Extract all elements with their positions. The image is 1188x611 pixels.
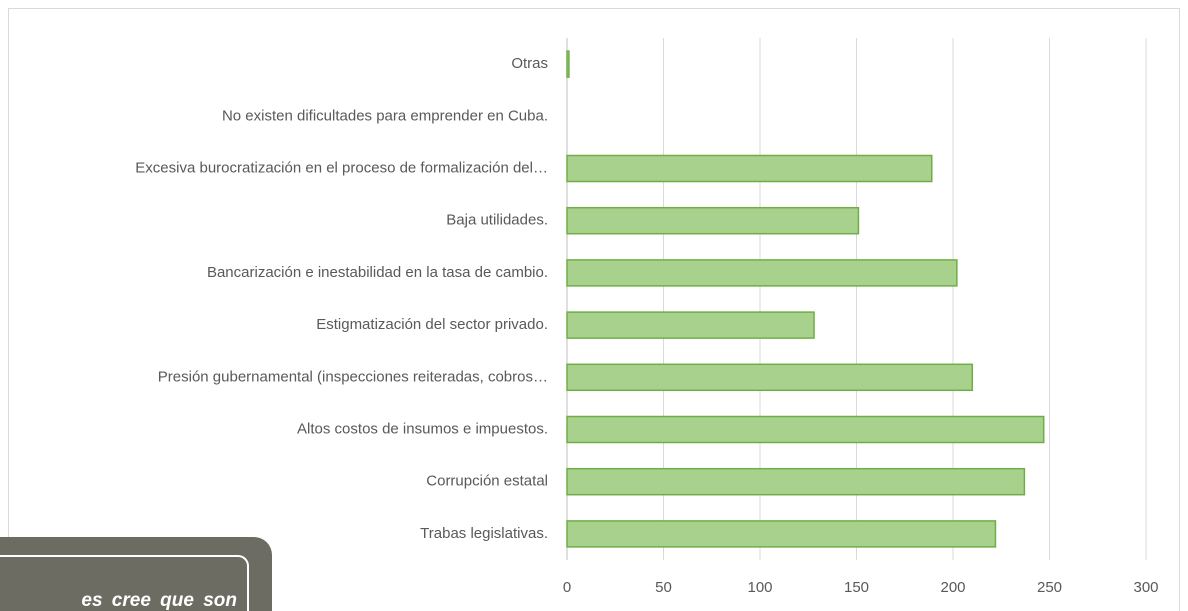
overlay-inner-frame — [0, 555, 249, 611]
overlay-text: es cree que son — [81, 590, 237, 611]
bar — [566, 520, 997, 548]
x-tick-label: 50 — [655, 579, 672, 596]
bar — [566, 363, 974, 392]
x-tick-label: 250 — [1037, 579, 1062, 596]
y-tick-label: Trabas legislativas. — [420, 525, 548, 542]
y-tick-label: Altos costos de insumos e impuestos. — [297, 420, 548, 437]
bar — [566, 50, 570, 78]
y-tick-label: No existen dificultades para emprender e… — [222, 107, 548, 124]
x-tick-label: 100 — [747, 579, 772, 596]
overlay-box: es cree que son — [0, 537, 272, 611]
y-tick-label: Otras — [511, 55, 548, 72]
bar — [566, 415, 1045, 444]
x-tick-label: 0 — [563, 579, 571, 596]
bar — [566, 206, 860, 235]
bar — [566, 467, 1026, 496]
y-tick-label: Estigmatización del sector privado. — [316, 316, 548, 333]
y-tick-label: Corrupción estatal — [426, 473, 548, 490]
x-tick-label: 300 — [1133, 579, 1158, 596]
y-tick-label: Bancarización e inestabilidad en la tasa… — [207, 264, 548, 281]
plot: 0 50 100 150 200 250 300 Otras No existen dificu… — [135, 38, 1159, 596]
y-tick-label: Baja utilidades. — [446, 212, 548, 229]
y-tick-label: Presión gubernamental (inspecciones reit… — [158, 368, 548, 385]
bar — [566, 259, 958, 287]
x-tick-label: 200 — [940, 579, 965, 596]
bar — [566, 154, 933, 183]
bar — [566, 311, 815, 339]
chart-frame — [8, 8, 1180, 611]
y-tick-label: Excesiva burocratización en el proceso d… — [135, 159, 548, 176]
x-tick-label: 150 — [844, 579, 869, 596]
